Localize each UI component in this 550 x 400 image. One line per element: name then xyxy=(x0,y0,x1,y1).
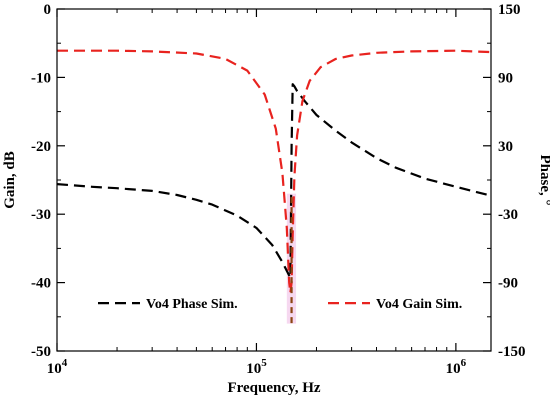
x-tick-exponent: 4 xyxy=(62,357,68,369)
tick-layer xyxy=(56,8,491,352)
gain-series-line xyxy=(57,49,492,294)
x-axis-title: Frequency, Hz xyxy=(227,380,320,396)
x-tick-label: 104 xyxy=(47,357,68,377)
x-tick-exponent: 5 xyxy=(261,357,267,369)
x-tick-label: 106 xyxy=(446,357,467,377)
x-tick-label: 105 xyxy=(246,357,267,377)
left-y-axis-title: Gain, dB xyxy=(2,151,18,209)
x-tick-base: 10 xyxy=(446,361,461,377)
left-y-tick-label: -40 xyxy=(31,276,51,292)
left-y-tick-label: -10 xyxy=(31,70,51,86)
left-y-tick-label: -50 xyxy=(31,344,51,360)
right-y-tick-label: -30 xyxy=(498,207,518,223)
right-y-tick-label: 90 xyxy=(498,70,513,86)
series-layer xyxy=(56,49,492,294)
left-y-tick-label: -20 xyxy=(31,139,51,155)
right-y-tick-label: 150 xyxy=(498,2,521,18)
tick-label-layer: 104 105 1060-10-20-30-40-501509030-30-90-1… xyxy=(31,2,526,377)
x-tick-exponent: 6 xyxy=(461,357,467,369)
legend-label-gain: Vo4 Gain Sim. xyxy=(376,297,462,312)
legend-label-phase: Vo4 Phase Sim. xyxy=(146,297,238,312)
x-tick-base: 10 xyxy=(246,361,261,377)
right-y-tick-label: -150 xyxy=(498,344,526,360)
left-y-tick-label: 0 xyxy=(44,2,52,18)
right-y-tick-label: 30 xyxy=(498,139,513,155)
phase-series-line xyxy=(56,83,492,279)
x-tick-base: 10 xyxy=(47,361,62,377)
legend: Vo4 Phase Sim. Vo4 Gain Sim. xyxy=(98,297,462,312)
right-y-tick-label: -90 xyxy=(498,276,518,292)
left-y-tick-label: -30 xyxy=(31,207,51,223)
right-y-axis-title: Phase, ° xyxy=(537,155,550,206)
